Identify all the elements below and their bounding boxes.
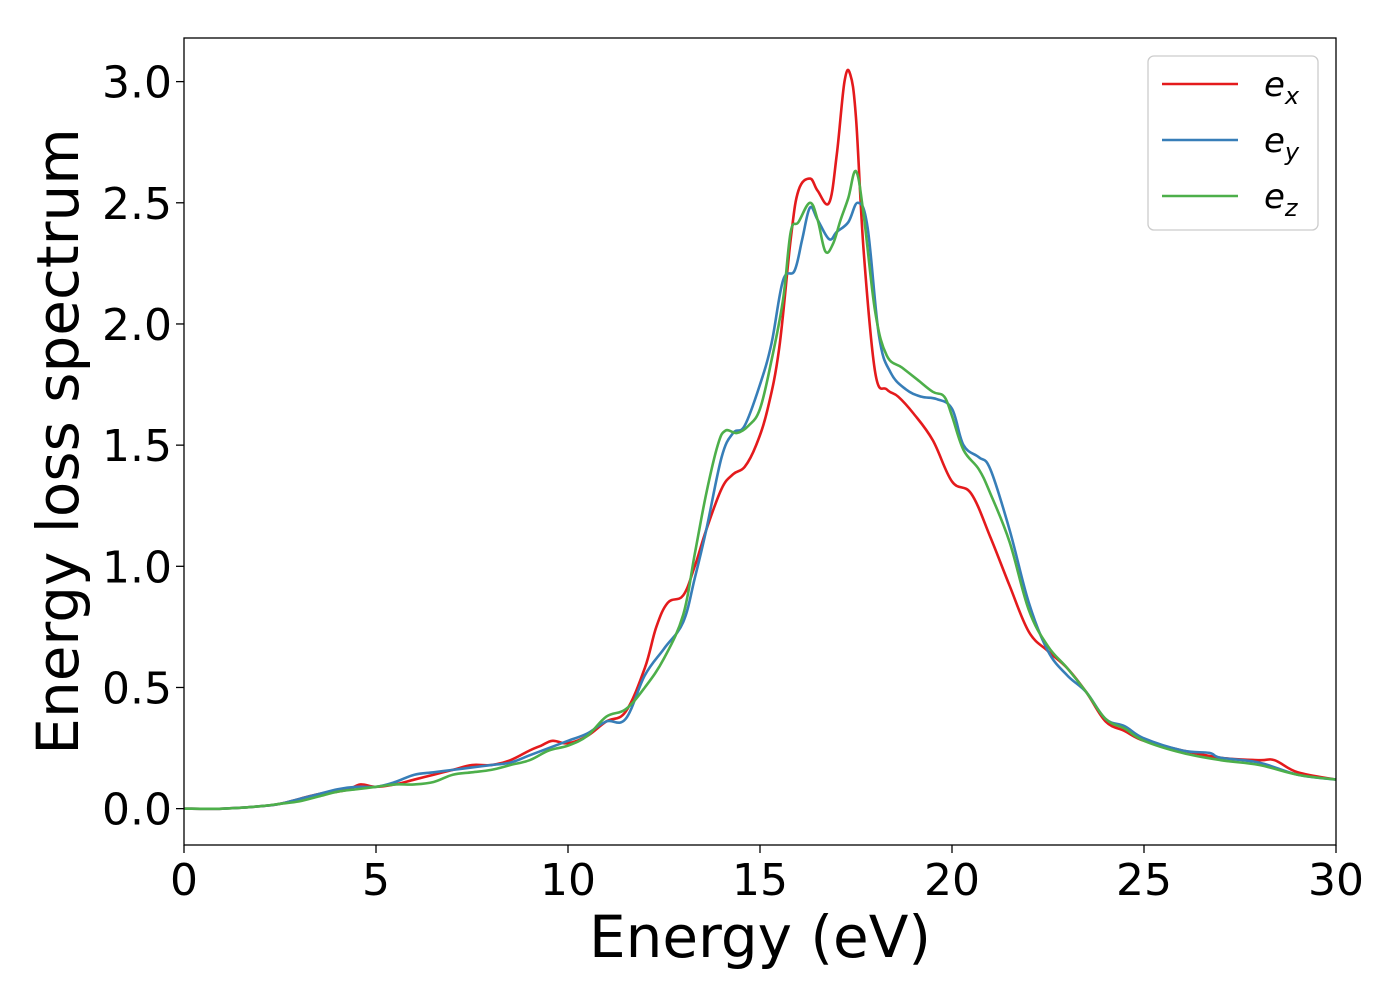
- y-tick-label: 1.5: [102, 421, 172, 472]
- series-layer: [184, 68, 1336, 811]
- legend-subscript: x: [1284, 82, 1300, 110]
- legend-subscript: z: [1284, 194, 1299, 222]
- y-tick-label: 2.0: [102, 300, 172, 351]
- y-tick-label: 0.0: [102, 785, 172, 836]
- series-line-y: [184, 201, 1336, 811]
- y-tick-label: 2.5: [102, 179, 172, 230]
- x-tick-label: 10: [540, 855, 596, 906]
- x-tick-label: 20: [924, 855, 980, 906]
- y-tick-label: 1.0: [102, 542, 172, 593]
- x-tick-label: 30: [1308, 855, 1364, 906]
- x-axis-title: Energy (eV): [589, 903, 931, 971]
- legend-frame: [1147, 55, 1319, 231]
- axes-layer: 0 5 10 15 20 25 30 0.0 0.5 1.0 1.5 2.0 2.5 3.0: [102, 37, 1364, 906]
- x-tick-label: 15: [732, 855, 788, 906]
- series-line-x: [184, 68, 1336, 811]
- y-tick-label: 0.5: [102, 663, 172, 714]
- x-tick-label: 0: [170, 855, 198, 906]
- legend-subscript: y: [1284, 138, 1300, 166]
- x-tick-label: 5: [362, 855, 390, 906]
- series-line-z: [184, 169, 1336, 811]
- y-tick-label: 3.0: [102, 58, 172, 109]
- y-axis-title: Energy loss spectrum: [24, 128, 92, 754]
- x-tick-label: 25: [1116, 855, 1172, 906]
